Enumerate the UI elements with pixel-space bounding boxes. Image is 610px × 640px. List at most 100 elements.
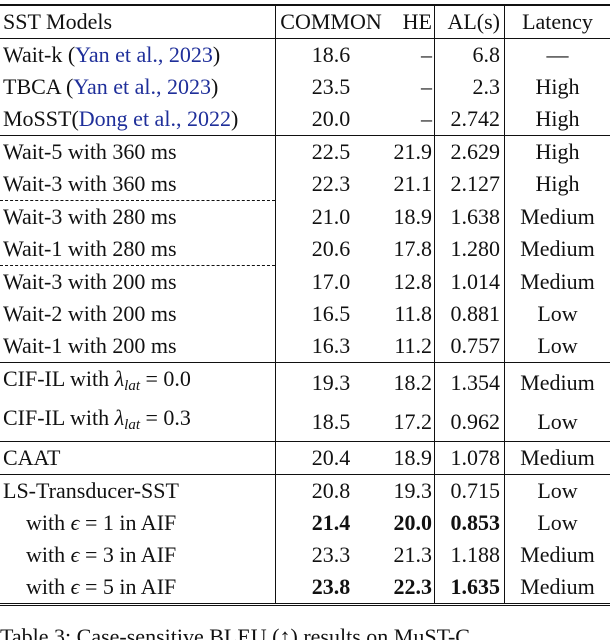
model-text: CAAT	[3, 445, 61, 470]
model-text: = 0.0	[140, 366, 191, 391]
value-cell: 19.3	[383, 474, 435, 507]
model-text: CIF-IL with	[3, 405, 115, 430]
value-cell: High	[535, 74, 580, 99]
value-cell: –	[383, 103, 435, 136]
header-cell: AL(s)	[434, 5, 505, 39]
table-row: CIF-IL with λlat = 0.3 18.5 17.2 0.962 Low	[0, 402, 610, 442]
value-cell: 17.2	[383, 402, 435, 442]
table-row: CIF-IL with λlat = 0.0 19.3 18.2 1.354 Mediu…	[0, 362, 610, 402]
value-cell: 22.3	[383, 571, 435, 605]
value-cell: Low	[504, 474, 610, 507]
model-text: with	[26, 510, 71, 535]
value-cell: Medium	[520, 268, 595, 294]
value-cell: 23.8	[311, 574, 351, 599]
value-cell: 16.3	[311, 333, 351, 358]
model-text: with	[26, 574, 71, 599]
model-text: lat	[124, 417, 140, 433]
model-text: = 1 in AIF	[79, 510, 177, 535]
value-cell: 20.4	[275, 441, 383, 475]
model-text: )	[230, 106, 239, 131]
value-cell: —	[504, 38, 610, 71]
value-cell: Medium	[504, 441, 610, 475]
value-cell: 21.0	[311, 203, 351, 229]
table-row: Wait-1 with 280 ms 20.6 17.8 1.280 Medium	[0, 233, 610, 266]
value-cell: 1.638	[434, 200, 505, 233]
value-cell: 19.3	[275, 362, 383, 402]
value-cell: 2.742	[434, 103, 505, 136]
caption: Table 3: Case-sensitive BLEU (↑) results…	[0, 624, 470, 640]
value-cell: High	[535, 171, 580, 197]
table-row: Wait-2 with 200 ms 16.5 11.8 0.881 Low	[0, 298, 610, 330]
value-cell: 17.0	[311, 268, 351, 294]
value-cell: 18.6	[275, 38, 383, 71]
model-text: λ	[114, 405, 125, 430]
table-row: Wait-3 with 280 ms 21.0 18.9 1.638 Medium	[0, 200, 610, 233]
model-text: Wait-3 with 360 ms	[3, 171, 177, 196]
value-cell: Medium	[520, 574, 595, 599]
model-text: ϵ	[70, 542, 80, 567]
model-cell: CAAT	[0, 441, 276, 475]
model-text: MoSST(	[3, 106, 79, 131]
model-text: Wait-3 with 280 ms	[3, 204, 177, 229]
model-cell: with ϵ = 5 in AIF	[0, 571, 276, 605]
value-cell: 20.8	[275, 474, 383, 507]
value-cell: 21.3	[383, 539, 435, 571]
value-cell: –	[383, 71, 435, 103]
value-cell: 1.280	[434, 233, 505, 266]
model-cell: LS-Transducer-SST	[0, 474, 276, 507]
model-text: = 3 in AIF	[79, 542, 177, 567]
model-text: = 5 in AIF	[79, 574, 177, 599]
value-cell: 18.9	[383, 441, 435, 475]
model-text: with	[26, 542, 71, 567]
value-cell: 18.2	[383, 362, 435, 402]
value-cell: 16.5	[311, 301, 351, 326]
results-table: SST Models COMMON HE AL(s) Latency Wait-k (Ya…	[0, 4, 610, 606]
header-cell: HE	[383, 5, 435, 39]
model-cell: Wait-2 with 200 ms	[0, 298, 276, 330]
model-text: lat	[124, 378, 140, 394]
value-cell: Medium	[520, 203, 595, 229]
model-text: Wait-1 with 280 ms	[3, 236, 177, 261]
header-cell: SST Models	[0, 5, 276, 39]
citation-link[interactable]: Yan et al., 2023	[73, 74, 212, 99]
model-cell: Wait-k (Yan et al., 2023)	[0, 38, 276, 71]
value-cell: 11.8	[383, 298, 435, 330]
table-row: Wait-5 with 360 ms 22.5 21.9 2.629 High	[0, 135, 610, 168]
value-cell: 2.127	[434, 168, 505, 201]
value-cell: High	[535, 106, 580, 131]
model-cell: Wait-3 with 200 ms	[0, 265, 276, 298]
value-cell: Low	[537, 301, 578, 326]
model-text: CIF-IL with	[3, 366, 115, 391]
value-cell: 0.881	[434, 298, 505, 330]
header-cell: Latency	[504, 5, 610, 39]
table-row: Wait-k (Yan et al., 2023) 18.6–6.8—	[0, 38, 610, 71]
header-cell: COMMON	[275, 5, 383, 39]
model-cell: Wait-3 with 280 ms	[0, 200, 276, 233]
value-cell: 0.757	[434, 330, 505, 363]
value-cell: 0.715	[434, 474, 505, 507]
model-text: )	[211, 74, 219, 99]
model-cell: with ϵ = 1 in AIF	[0, 507, 276, 539]
model-cell: Wait-3 with 360 ms	[0, 168, 276, 201]
table-row: LS-Transducer-SST 20.8 19.3 0.715 Low	[0, 474, 610, 507]
value-cell: 21.9	[383, 135, 435, 168]
value-cell: High	[504, 135, 610, 168]
value-cell: Medium	[504, 362, 610, 402]
value-cell: 2.629	[434, 135, 505, 168]
model-text: LS-Transducer-SST	[3, 478, 179, 503]
value-cell: Low	[537, 408, 578, 434]
value-cell: 0.962	[434, 402, 505, 442]
value-cell: 23.5	[311, 74, 351, 99]
model-text: ϵ	[70, 574, 80, 599]
model-text: Wait-3 with 200 ms	[3, 269, 177, 294]
table-row: with ϵ = 5 in AIF 23.8 22.3 1.635 Medium	[0, 571, 610, 605]
citation-link[interactable]: Dong et al., 2022	[78, 106, 231, 131]
value-cell: 20.0	[383, 507, 435, 539]
table-row: with ϵ = 1 in AIF 21.4 20.0 0.853 Low	[0, 507, 610, 539]
value-cell: 6.8	[434, 38, 505, 71]
citation-link[interactable]: Yan et al., 2023	[75, 42, 213, 67]
value-cell: Medium	[520, 542, 595, 567]
value-cell: 1.354	[434, 362, 505, 402]
value-cell: 18.5	[311, 408, 351, 434]
